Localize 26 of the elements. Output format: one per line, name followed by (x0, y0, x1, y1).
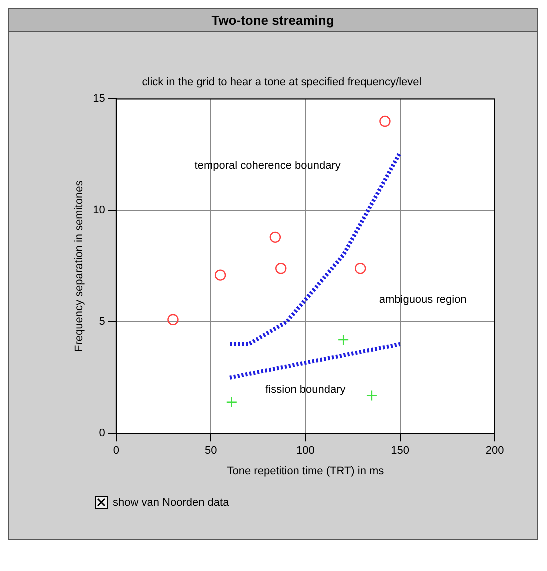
y-tick-label: 0 (99, 428, 106, 440)
point (338, 334, 350, 346)
y-tick-label: 15 (93, 93, 106, 106)
y-tick-label: 5 (99, 316, 106, 328)
point (355, 263, 366, 274)
point (226, 396, 238, 408)
point (168, 314, 179, 326)
x-tick-label: 150 (391, 445, 410, 458)
annotation: fission boundary (266, 384, 346, 396)
point (380, 116, 391, 128)
point (270, 232, 282, 244)
x-tick-label: 50 (204, 445, 218, 458)
y-axis-title: Frequency separation in semitones (74, 180, 86, 352)
x-tick-label: 100 (296, 445, 315, 458)
x-axis-title: Tone repetition time (TRT) in ms (227, 465, 385, 478)
text: show van Noorden data (113, 496, 230, 508)
point (214, 270, 226, 281)
chart-subtitle: click in the grid to hear a tone at specified frequency/level (142, 76, 422, 89)
annotation: temporal coherence boundary (194, 160, 342, 172)
chart-title: Two-tone streaming (212, 12, 334, 28)
x-tick-label: 200 (486, 445, 504, 458)
y-tick-label: 10 (93, 204, 106, 217)
x-tick-label: 0 (113, 445, 120, 458)
point (366, 390, 378, 402)
point (276, 263, 287, 274)
annotation: ambiguous region (379, 294, 467, 306)
